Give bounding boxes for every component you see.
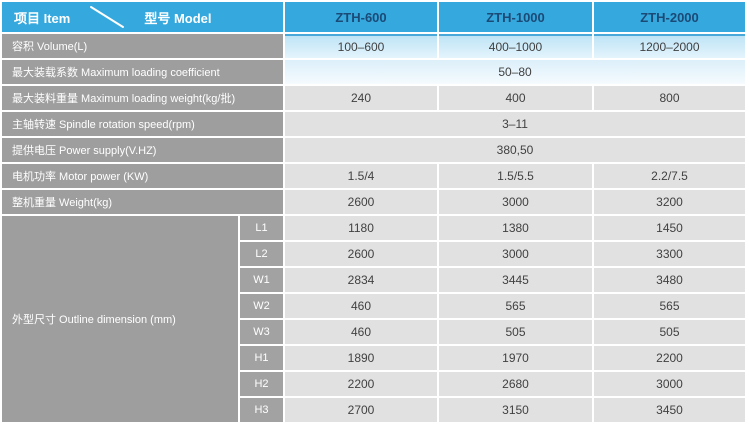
column-header-zth-600: ZTH-600 (285, 2, 437, 32)
span-value-cell: 50–80 (285, 60, 745, 84)
span-value-cell: 3–11 (285, 112, 745, 136)
column-header-zth-2000: ZTH-2000 (594, 2, 745, 32)
row-label-loading-coefficient: 最大装载系数 Maximum loading coefficient (2, 60, 283, 84)
value-cell: 240 (285, 86, 437, 110)
value-cell: 400–1000 (439, 34, 592, 58)
value-cell: 1180 (285, 216, 437, 240)
value-cell: 3200 (594, 190, 745, 214)
value-cell: 2834 (285, 268, 437, 292)
value-cell: 2600 (285, 242, 437, 266)
row-label-spindle-speed: 主轴转速 Spindle rotation speed(rpm) (2, 112, 283, 136)
value-cell: 1.5/5.5 (439, 164, 592, 188)
value-cell: 460 (285, 294, 437, 318)
dim-sub-label-h2: H2 (240, 372, 283, 396)
value-cell: 565 (439, 294, 592, 318)
value-cell: 1970 (439, 346, 592, 370)
value-cell: 565 (594, 294, 745, 318)
value-cell: 2680 (439, 372, 592, 396)
item-header-label: 项目 Item (14, 10, 71, 26)
value-cell: 1450 (594, 216, 745, 240)
dim-sub-label-h3: H3 (240, 398, 283, 422)
row-label-motor-power: 电机功率 Motor power (KW) (2, 164, 283, 188)
dim-sub-label-l2: L2 (240, 242, 283, 266)
value-cell: 1890 (285, 346, 437, 370)
value-cell: 505 (594, 320, 745, 344)
column-header-zth-1000: ZTH-1000 (439, 2, 592, 32)
value-cell: 3000 (594, 372, 745, 396)
value-cell: 505 (439, 320, 592, 344)
row-label-volume: 容积 Volume(L) (2, 34, 283, 58)
dim-sub-label-h1: H1 (240, 346, 283, 370)
value-cell: 3450 (594, 398, 745, 422)
dim-group-label: 外型尺寸 Outline dimension (mm) (2, 216, 238, 422)
row-label-weight: 整机重量 Weight(kg) (2, 190, 283, 214)
model-header-label: 型号 Model (144, 10, 212, 26)
span-value-cell: 380,50 (285, 138, 745, 162)
value-cell: 1.5/4 (285, 164, 437, 188)
value-cell: 2700 (285, 398, 437, 422)
value-cell: 3480 (594, 268, 745, 292)
dim-sub-label-w1: W1 (240, 268, 283, 292)
value-cell: 2200 (285, 372, 437, 396)
value-cell: 3445 (439, 268, 592, 292)
dim-sub-label-l1: L1 (240, 216, 283, 240)
row-label-power-supply: 提供电压 Power supply(V.HZ) (2, 138, 283, 162)
corner-header: 项目 Item 型号 Model (2, 2, 283, 32)
value-cell: 3000 (439, 190, 592, 214)
value-cell: 100–600 (285, 34, 437, 58)
value-cell: 3000 (439, 242, 592, 266)
value-cell: 2200 (594, 346, 745, 370)
value-cell: 1200–2000 (594, 34, 745, 58)
diagonal-divider-icon (90, 6, 125, 28)
value-cell: 400 (439, 86, 592, 110)
dim-sub-label-w2: W2 (240, 294, 283, 318)
value-cell: 3300 (594, 242, 745, 266)
value-cell: 3150 (439, 398, 592, 422)
dim-sub-label-w3: W3 (240, 320, 283, 344)
value-cell: 2600 (285, 190, 437, 214)
value-cell: 2.2/7.5 (594, 164, 745, 188)
value-cell: 800 (594, 86, 745, 110)
row-label-loading-weight: 最大装料重量 Maximum loading weight(kg/批) (2, 86, 283, 110)
value-cell: 1380 (439, 216, 592, 240)
value-cell: 460 (285, 320, 437, 344)
